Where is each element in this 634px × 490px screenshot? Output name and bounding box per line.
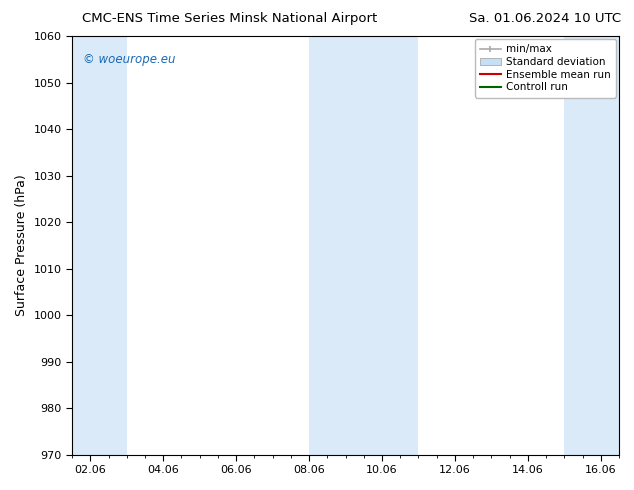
- Text: © woeurope.eu: © woeurope.eu: [83, 53, 176, 66]
- Text: Sa. 01.06.2024 10 UTC: Sa. 01.06.2024 10 UTC: [469, 12, 621, 25]
- Bar: [309, 36, 346, 455]
- Y-axis label: Surface Pressure (hPa): Surface Pressure (hPa): [15, 174, 28, 316]
- Legend: min/max, Standard deviation, Ensemble mean run, Controll run: min/max, Standard deviation, Ensemble me…: [475, 39, 616, 98]
- Text: CMC-ENS Time Series Minsk National Airport: CMC-ENS Time Series Minsk National Airpo…: [82, 12, 378, 25]
- Bar: [564, 36, 619, 455]
- Bar: [346, 36, 418, 455]
- Bar: [72, 36, 127, 455]
